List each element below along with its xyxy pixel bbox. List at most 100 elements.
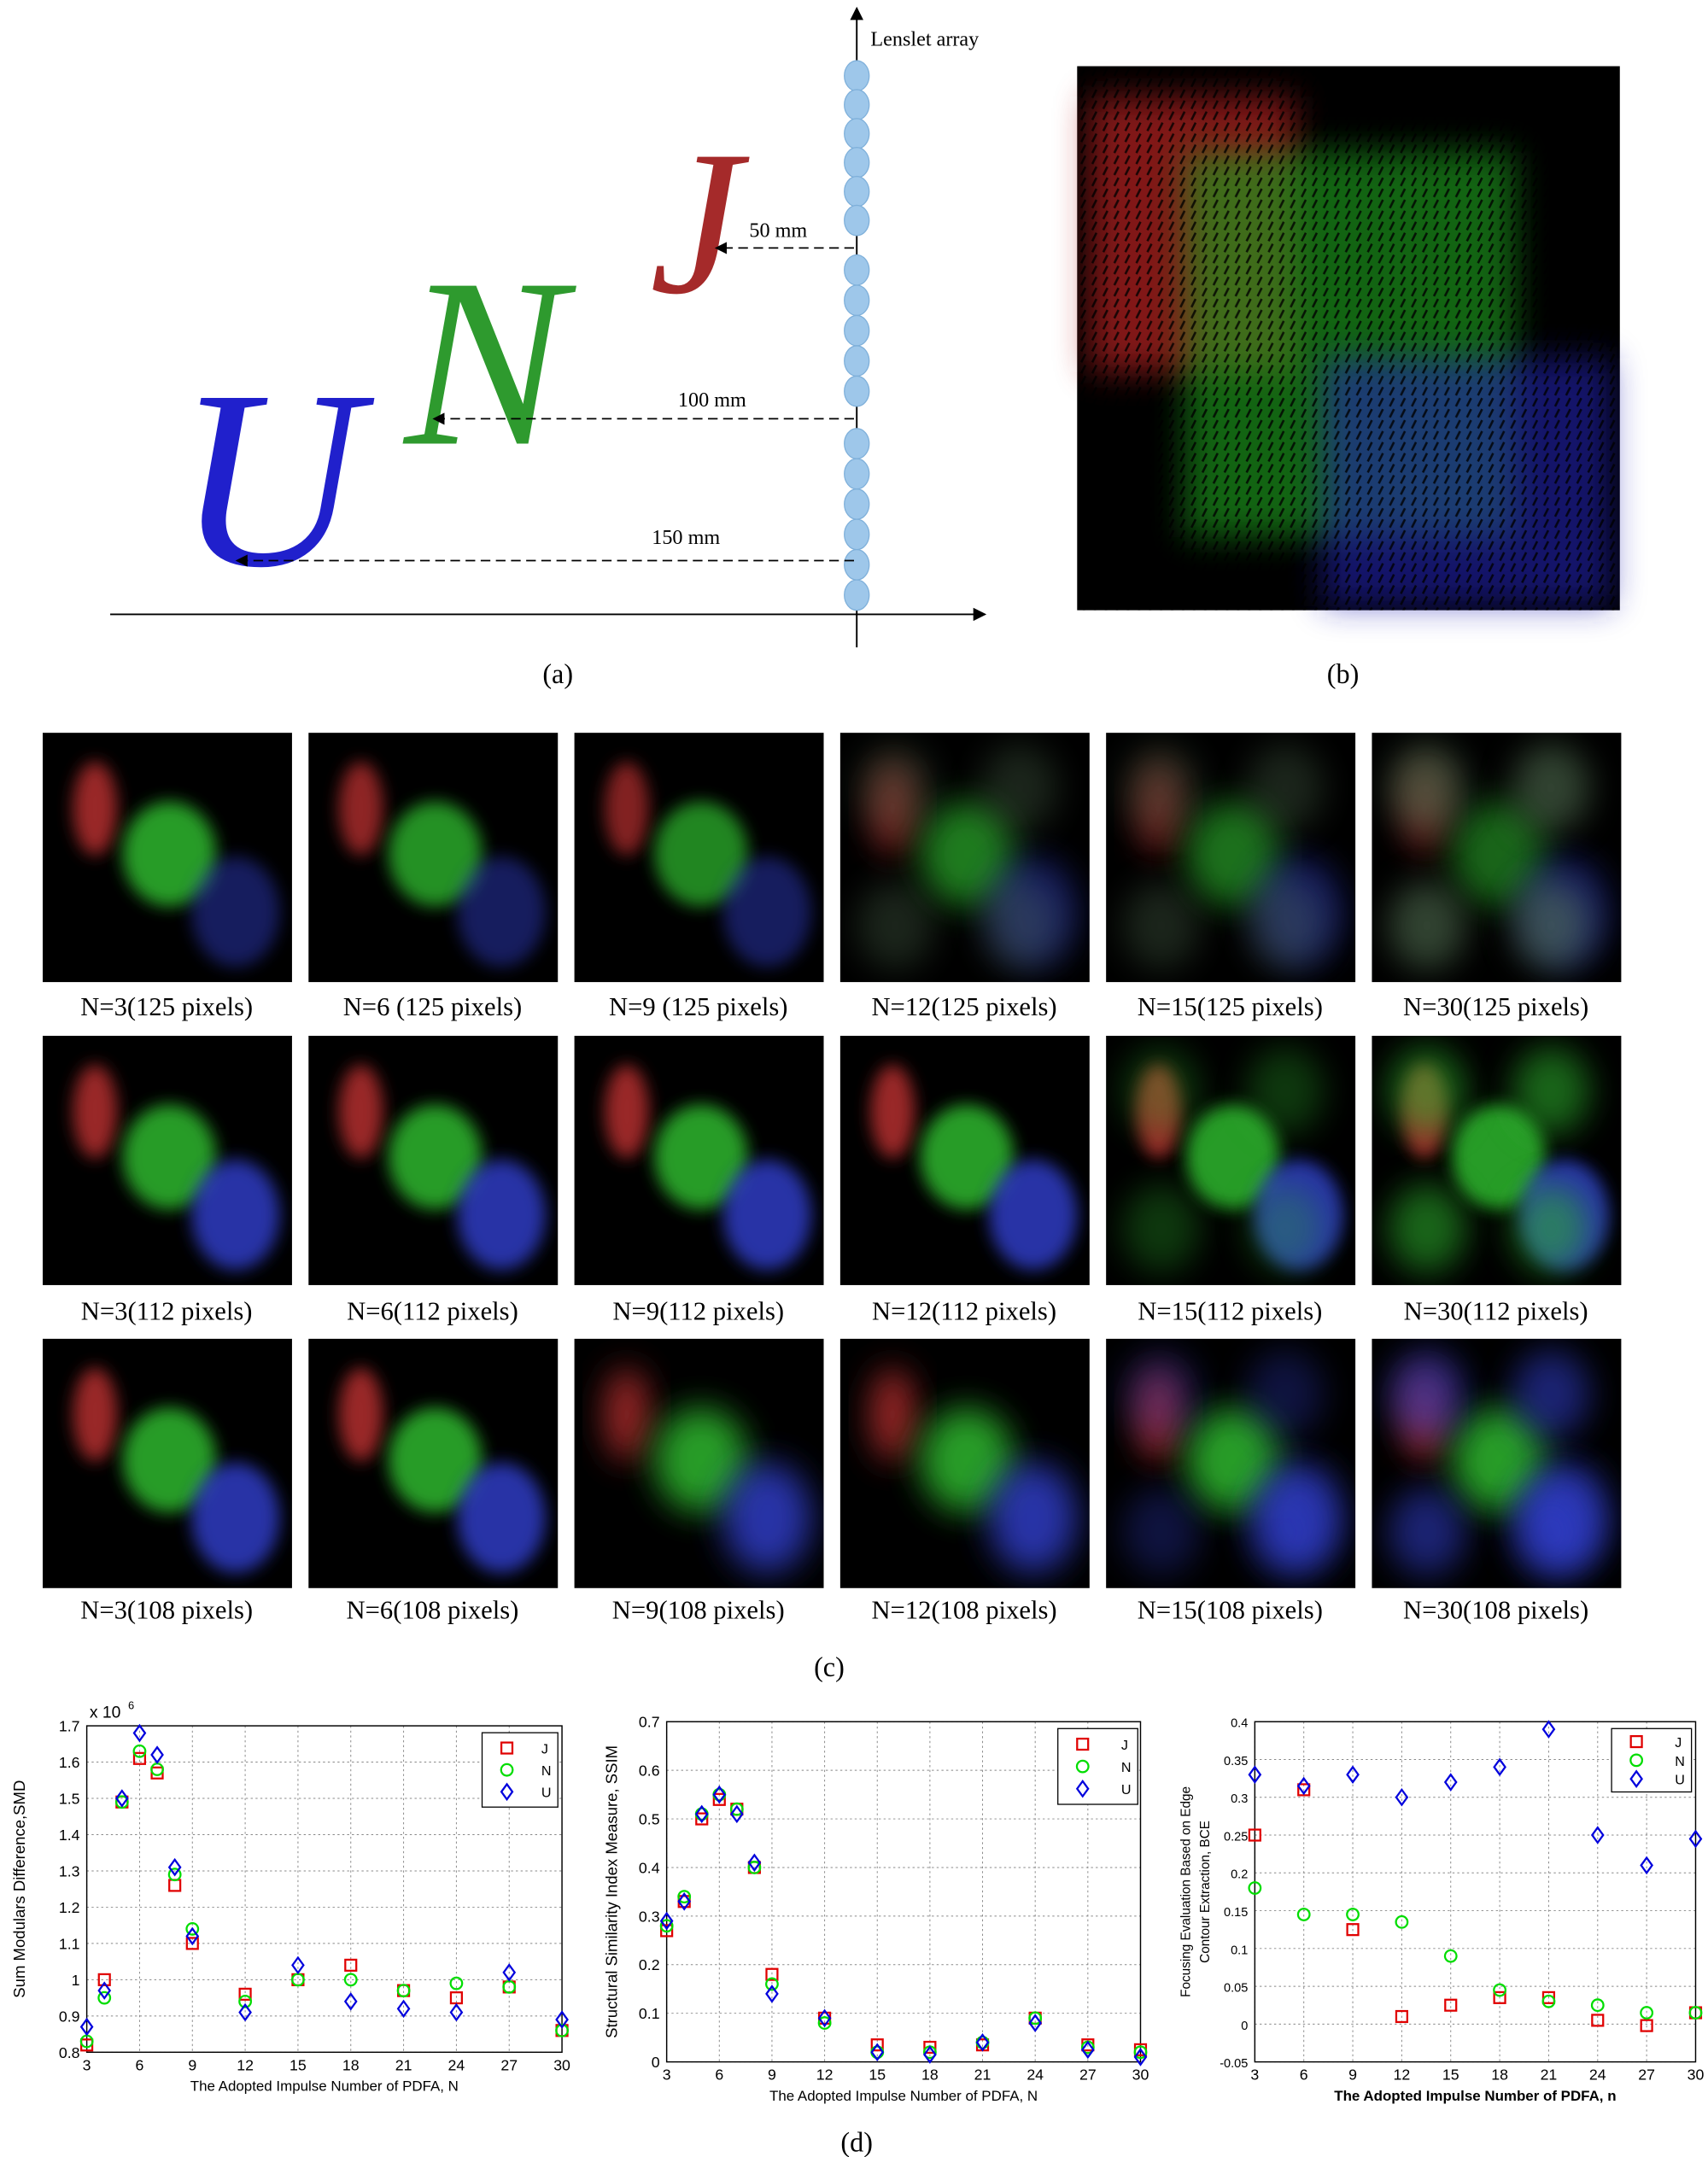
marker-circle (1248, 1881, 1262, 1895)
x-tick-label: 9 (1348, 2066, 1357, 2084)
marker-square (1395, 2009, 1408, 2024)
repeat-blob (1246, 1046, 1324, 1136)
green-blob (1185, 1407, 1280, 1513)
repeat-blob (857, 744, 934, 833)
x-tick-label: 30 (553, 2056, 570, 2073)
repeat-blob (1122, 1046, 1200, 1136)
image-caption: N=3(125 pixels) (80, 992, 253, 1021)
repeat-blob (1246, 1184, 1324, 1273)
marker-square (1493, 1990, 1506, 2004)
y-tick-label: 1.3 (59, 1862, 80, 1879)
repeat-blob (1388, 1488, 1466, 1576)
image-caption: N=6(108 pixels) (347, 1595, 519, 1624)
repeat-blob (1246, 881, 1324, 970)
marker-circle (729, 1802, 744, 1816)
image-content (1122, 1046, 1343, 1273)
image-caption: N=6(112 pixels) (347, 1296, 518, 1325)
y-tick-label: 0.7 (639, 1714, 660, 1731)
x-tick-label: 18 (1491, 2066, 1508, 2084)
repeat-blob (1512, 1349, 1590, 1438)
image-caption: N=9(112 pixels) (612, 1296, 784, 1325)
reconstructed-image (1106, 733, 1356, 983)
green-blob (388, 1407, 483, 1513)
marker-diamond (1640, 1856, 1653, 1875)
lenslet (844, 204, 870, 237)
blue-blob (457, 1160, 546, 1271)
x-tick-label: 30 (1688, 2066, 1705, 2084)
legend-label: U (541, 1786, 552, 1801)
marker-diamond (1028, 2014, 1043, 2032)
marker-circle (1296, 1908, 1311, 1921)
marker-diamond (677, 1892, 692, 1911)
y-tick-label: 0 (652, 2054, 660, 2071)
distance-label: 50 mm (749, 219, 807, 243)
marker-square (1297, 1783, 1311, 1797)
marker-diamond (291, 1955, 305, 1975)
marker-circle (659, 1919, 674, 1933)
marker-diamond (1493, 1757, 1506, 1777)
red-blob (73, 1367, 118, 1462)
x-tick-label: 21 (974, 2066, 991, 2084)
image-content (1388, 1349, 1609, 1576)
marker-square (1346, 1923, 1360, 1937)
marker-circle (1688, 2006, 1703, 2020)
green-blob (1452, 801, 1546, 907)
lenslet (844, 345, 870, 377)
image-caption: N=12(112 pixels) (872, 1296, 1056, 1325)
blue-blob (989, 1463, 1078, 1574)
reconstructed-image (1372, 1036, 1622, 1285)
image-content (1122, 744, 1343, 970)
image-caption: N=9 (125 pixels) (609, 992, 788, 1021)
y-tick-label: 0.05 (1224, 1982, 1248, 1996)
object-letter: N (401, 229, 577, 496)
marker-circle (185, 1922, 200, 1936)
image-caption: N=3(108 pixels) (80, 1595, 253, 1624)
image-caption: N=3(112 pixels) (81, 1296, 253, 1325)
marker-square (185, 1937, 199, 1950)
marker-circle (1541, 1994, 1556, 2008)
image-caption: N=30(108 pixels) (1403, 1595, 1588, 1624)
marker-circle (449, 1976, 464, 1990)
x-tick-label: 9 (188, 2056, 196, 2073)
marker-circle (167, 1868, 182, 1882)
x-tick-label: 6 (715, 2066, 723, 2084)
marker-square (1640, 2019, 1653, 2032)
texture (1077, 66, 1620, 611)
red-blob (605, 762, 649, 856)
image-content (73, 1064, 280, 1271)
lenslet (844, 284, 870, 317)
blue-blob (191, 1160, 280, 1271)
green-blob (654, 801, 748, 907)
repeat-blob (980, 744, 1058, 833)
marker-diamond (343, 1992, 358, 2011)
object-letter: J (650, 108, 750, 337)
repeat-blob (1388, 1184, 1466, 1273)
red-blob (73, 1064, 118, 1159)
x-tick-label: 24 (1589, 2066, 1606, 2084)
red-blob (73, 762, 118, 856)
image-content (338, 1064, 546, 1271)
repeat-blob (1122, 1349, 1200, 1438)
repeat-blob (980, 881, 1058, 970)
y-tick-label: 1.7 (59, 1718, 80, 1735)
blue-blob (191, 856, 280, 967)
marker-diamond (1080, 2040, 1095, 2060)
marker-diamond (870, 2043, 885, 2062)
reconstructed-image (43, 1338, 292, 1588)
lenslet (844, 428, 870, 459)
legend-box (1611, 1727, 1693, 1793)
y-tick-label: 0.5 (639, 1811, 660, 1828)
panel-label: (d) (840, 2126, 873, 2157)
legend-label: N (541, 1763, 552, 1779)
marker-square (923, 2040, 937, 2055)
chart: 3 6 9 12 15 18 21 24 27 30 0.8 0.9 1 1.1 1.2 1.3 1.4 1.5 1… (10, 1699, 570, 2095)
marker-diamond (555, 2010, 569, 2029)
legend-marker (1075, 1759, 1090, 1774)
repeat-blob (1122, 1184, 1200, 1273)
marker-circle (1493, 1983, 1506, 1997)
legend-label: N (1121, 1760, 1132, 1775)
legend-label: J (1121, 1738, 1128, 1753)
red-blob (870, 1367, 915, 1462)
image-content (605, 1367, 811, 1574)
